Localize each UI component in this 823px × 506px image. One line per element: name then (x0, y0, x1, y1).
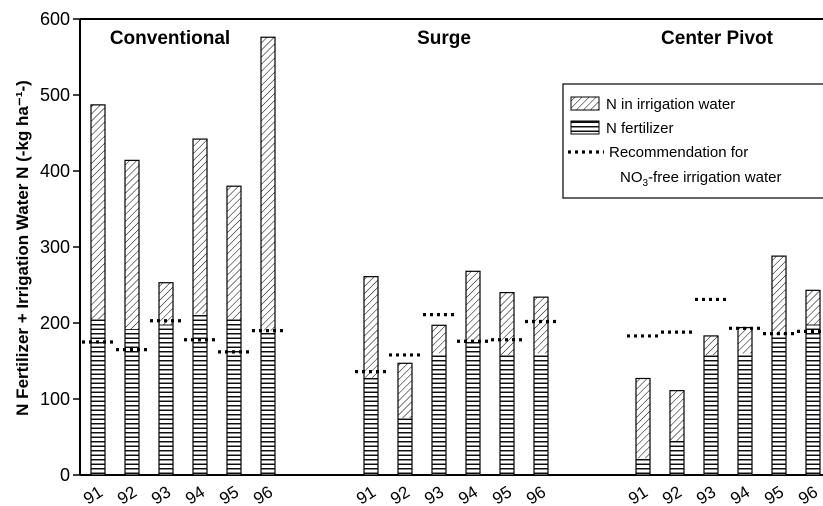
bar-fertilizer (227, 319, 241, 475)
x-tick-label: 91 (353, 482, 379, 506)
legend-box (562, 83, 823, 199)
bar-irrigation-water (466, 271, 480, 340)
legend-label-fertilizer: N fertilizer (606, 120, 674, 137)
group-title: Surge (417, 28, 471, 49)
x-tick-label: 91 (625, 482, 651, 506)
bar-fertilizer (466, 339, 480, 475)
bar-outline (533, 296, 549, 476)
bar-fertilizer (670, 440, 684, 475)
bar-outline (158, 282, 174, 476)
bar-fertilizer (125, 329, 139, 475)
bar-outline (192, 138, 208, 476)
x-tick-label: 93 (421, 482, 447, 506)
legend-label-recommendation-line1: Recommendation for (609, 144, 748, 161)
bar-outline (805, 289, 821, 476)
x-tick-label: 93 (693, 482, 719, 506)
bar-irrigation-water (261, 37, 275, 331)
bar-irrigation-water (193, 139, 207, 314)
bar-irrigation-water (772, 256, 786, 335)
bar-irrigation-water (534, 297, 548, 354)
bar-outline (465, 270, 481, 476)
x-tick-label: 91 (80, 482, 106, 506)
bar-fertilizer (91, 319, 105, 475)
bar-outline (499, 292, 515, 476)
group-title: Center Pivot (661, 28, 774, 49)
bar-irrigation-water (125, 160, 139, 330)
bar-outline (703, 335, 719, 476)
x-tick-label: 92 (387, 482, 413, 506)
bar-irrigation-water (364, 276, 378, 378)
x-tick-label: 95 (761, 482, 787, 506)
bar-irrigation-water (91, 104, 105, 320)
bar-fertilizer (704, 354, 718, 475)
x-tick-label: 96 (795, 482, 821, 506)
x-tick-label: 94 (182, 482, 208, 506)
bar-outline (260, 36, 276, 476)
bar-fertilizer (534, 353, 548, 475)
bar-irrigation-water (670, 390, 684, 441)
legend-swatch-fertilizer (570, 120, 600, 135)
bar-outline (397, 362, 413, 476)
x-tick-label: 92 (659, 482, 685, 506)
y-tick-label: 400 (40, 161, 70, 181)
y-tick-label: 300 (40, 237, 70, 257)
bar-fertilizer (398, 418, 412, 475)
x-tick-label: 93 (148, 482, 174, 506)
x-tick-label: 96 (250, 482, 276, 506)
x-tick-label: 92 (114, 482, 140, 506)
bar-fertilizer (500, 354, 514, 475)
bar-fertilizer (738, 353, 752, 475)
bar-outline (669, 390, 685, 476)
y-tick-label: 200 (40, 313, 70, 333)
bar-irrigation-water (398, 363, 412, 418)
legend: N in irrigation water N fertilizer Recom… (562, 83, 823, 199)
bar-outline (771, 255, 787, 476)
bar-fertilizer (193, 313, 207, 475)
y-tick-label: 100 (40, 389, 70, 409)
bar-outline (431, 324, 447, 476)
bar-outline (90, 104, 106, 476)
bar-fertilizer (772, 334, 786, 475)
bar-fertilizer (636, 458, 650, 475)
legend-label-irrigation: N in irrigation water (606, 96, 735, 113)
bar-outline (226, 185, 242, 476)
bar-irrigation-water (432, 325, 446, 354)
group-title: Conventional (110, 28, 230, 49)
x-tick-label: 95 (216, 482, 242, 506)
x-tick-label: 94 (455, 482, 481, 506)
bar-fertilizer (159, 324, 173, 475)
x-tick-label: 94 (727, 482, 753, 506)
x-tick-label: 96 (523, 482, 549, 506)
bar-irrigation-water (704, 335, 718, 355)
bar-fertilizer (806, 324, 820, 475)
bar-irrigation-water (738, 327, 752, 354)
legend-swatch-irrigation (570, 96, 600, 111)
bar-outline (363, 276, 379, 476)
bar-fertilizer (432, 353, 446, 475)
y-tick-label: 0 (60, 465, 70, 485)
bar-irrigation-water (636, 378, 650, 459)
bar-fertilizer (364, 377, 378, 475)
bar-irrigation-water (806, 290, 820, 325)
bar-fertilizer (261, 330, 275, 475)
y-axis-label: N Fertilizer + Irrigation Water N (-kg h… (13, 80, 32, 416)
x-tick-label: 95 (489, 482, 515, 506)
bar-irrigation-water (500, 292, 514, 355)
legend-label-recommendation-line2: NO3-free irrigation water (620, 169, 781, 189)
bar-irrigation-water (159, 282, 173, 325)
y-tick-label: 500 (40, 85, 70, 105)
bar-outline (124, 159, 140, 476)
bar-irrigation-water (227, 186, 241, 320)
y-tick-label: 600 (40, 9, 70, 29)
bar-outline (635, 377, 651, 476)
